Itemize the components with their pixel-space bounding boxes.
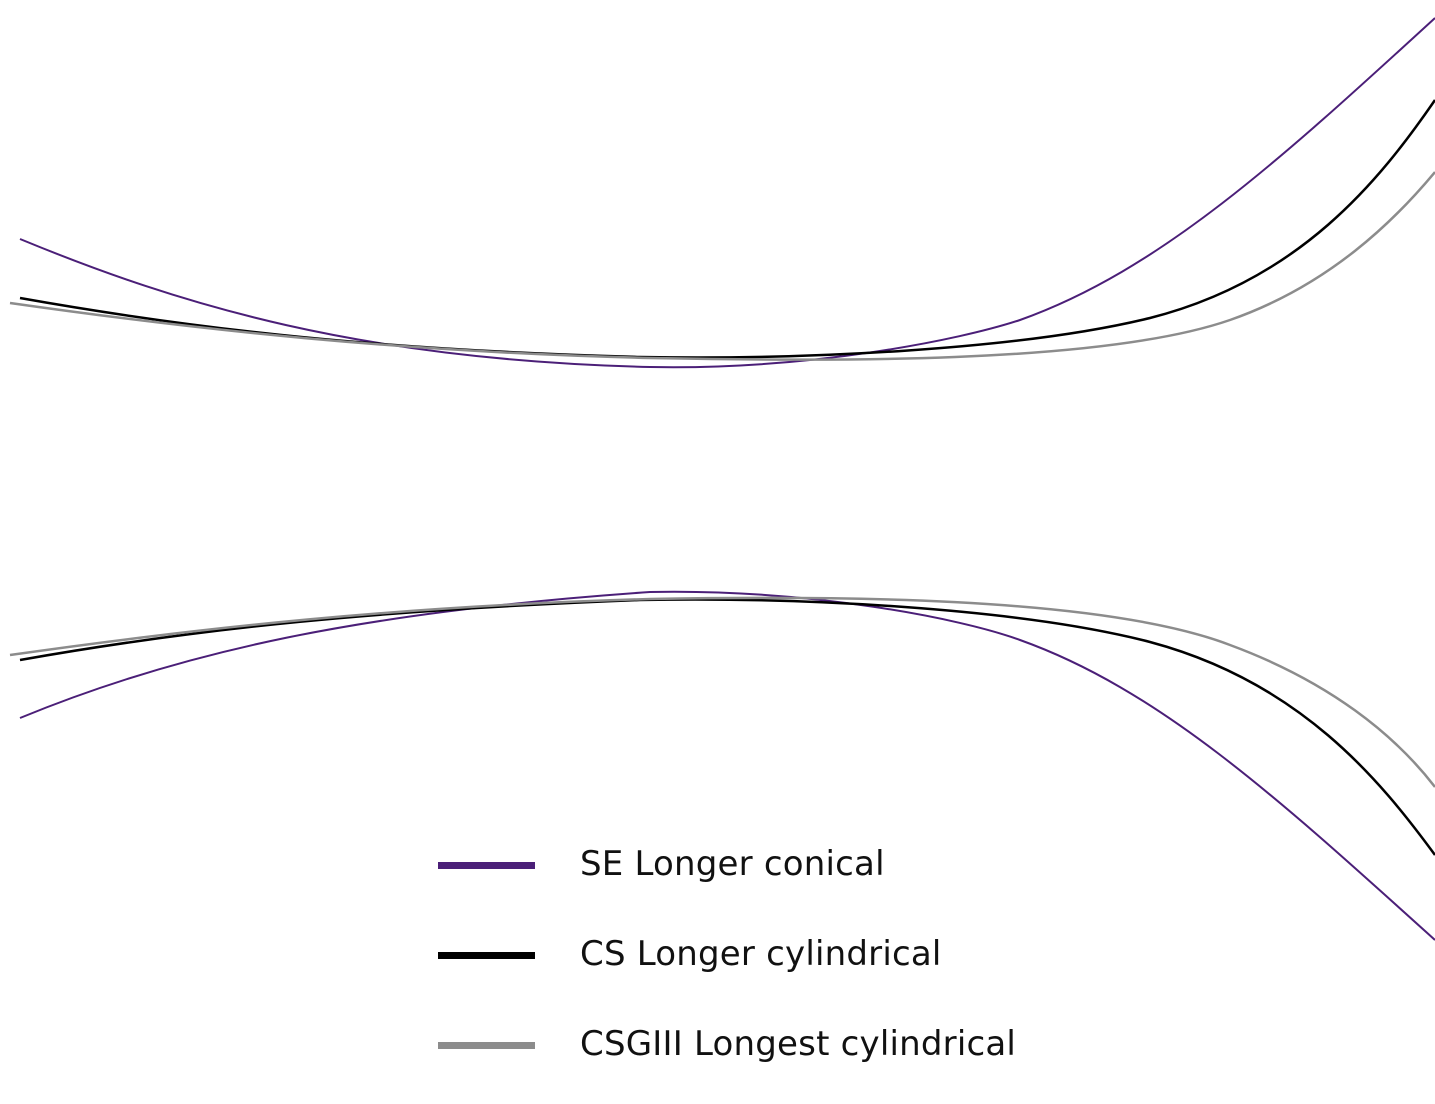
se-upper-curve	[19, 17, 1435, 369]
cs-upper-curve	[19, 99, 1435, 359]
legend-swatch-se	[438, 862, 535, 869]
legend-swatch-csgiii	[438, 1042, 535, 1049]
upper-profile-curves	[9, 17, 1435, 369]
legend-item-se: SE Longer conical	[438, 834, 1078, 924]
legend-item-csgiii: CSGIII Longest cylindrical	[438, 1014, 1078, 1104]
legend-label-se: SE Longer conical	[580, 844, 885, 884]
csgiii-upper-curve	[9, 171, 1435, 361]
bore-profile-diagram	[9, 17, 1435, 941]
legend-label-csgiii: CSGIII Longest cylindrical	[580, 1024, 1017, 1064]
legend: SE Longer conical CS Longer cylindrical …	[438, 834, 1078, 1104]
legend-swatch-cs	[438, 952, 535, 959]
legend-item-cs: CS Longer cylindrical	[438, 924, 1078, 1014]
legend-label-cs: CS Longer cylindrical	[580, 934, 942, 974]
cs-lower-curve	[19, 598, 1435, 856]
lower-profile-curves	[9, 590, 1435, 941]
csgiii-lower-curve	[9, 596, 1435, 788]
